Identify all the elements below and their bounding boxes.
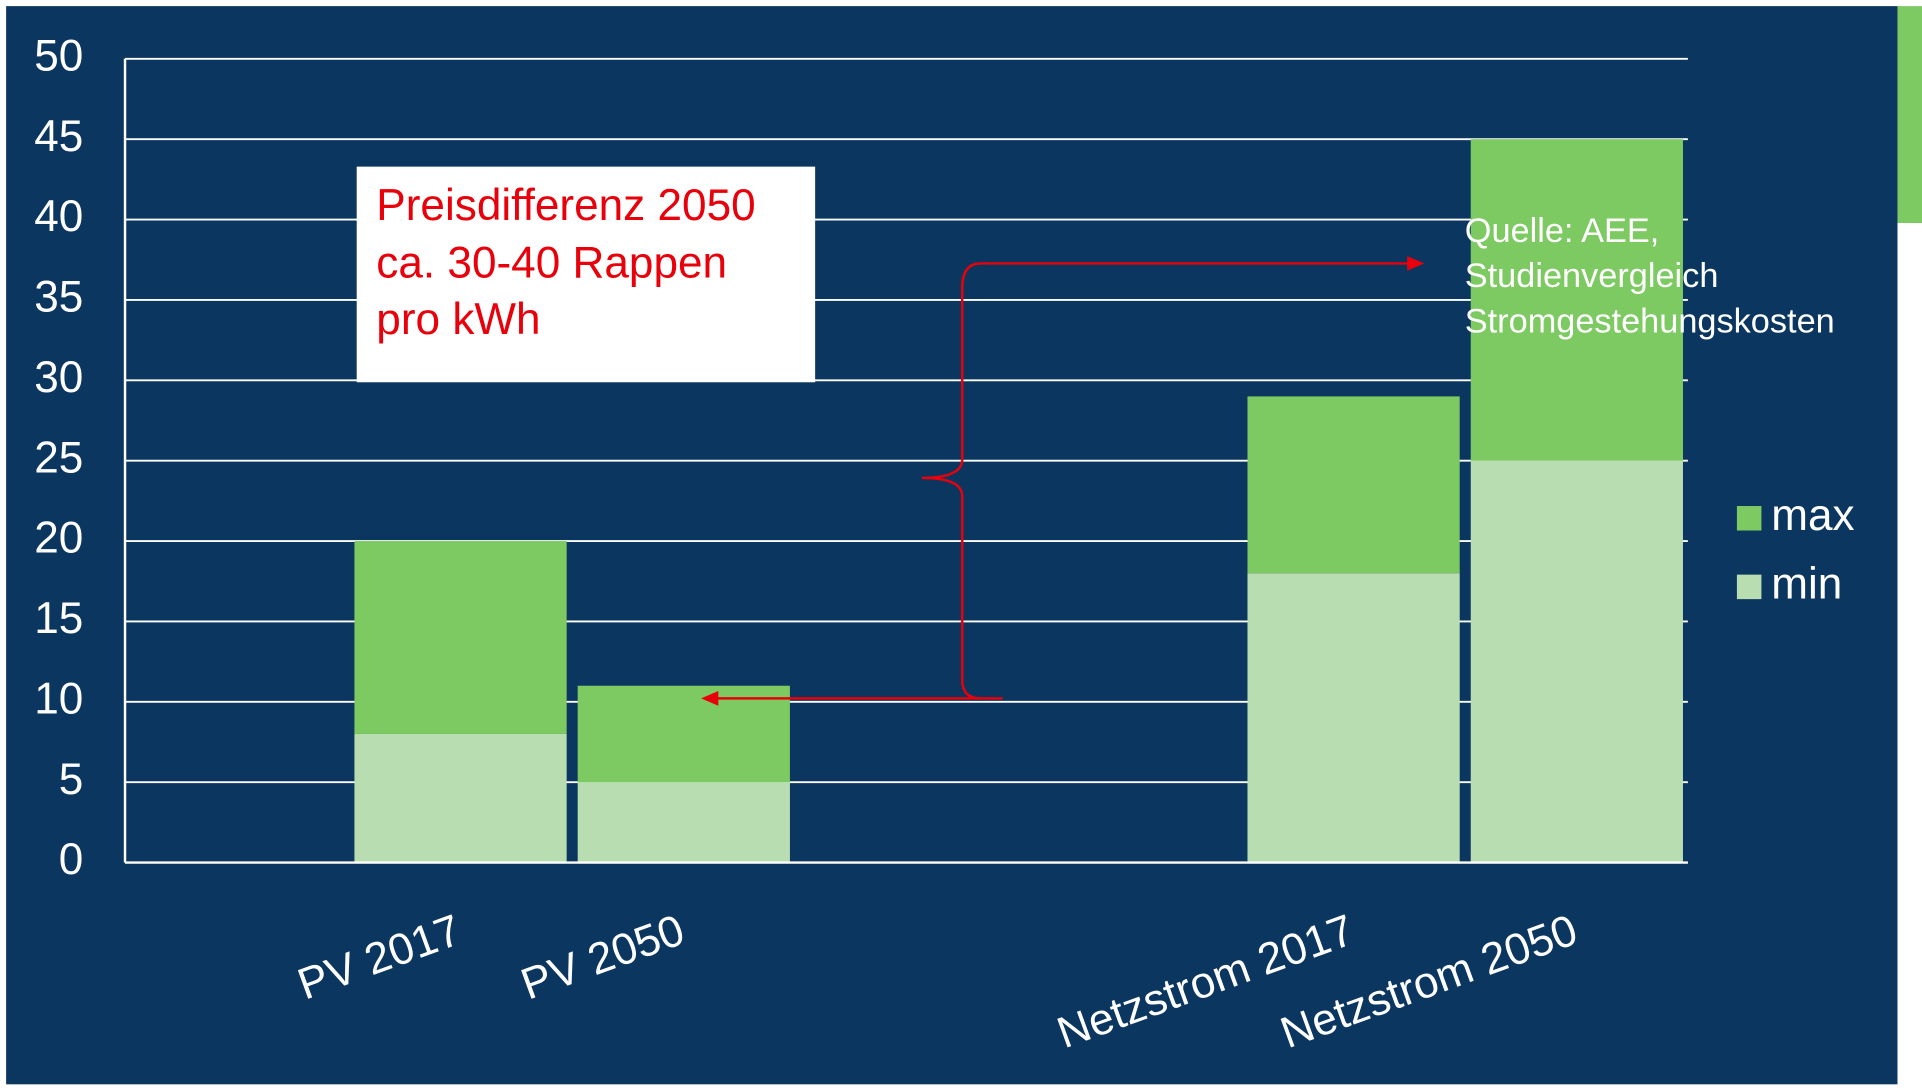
brace — [713, 262, 1410, 700]
bar-segment — [354, 733, 567, 863]
legend-swatch — [1736, 574, 1762, 600]
legend-label: min — [1771, 560, 1842, 609]
legend-label: max — [1771, 491, 1854, 540]
bar-segment — [1470, 139, 1683, 461]
y-tick-label: 45 — [34, 112, 83, 161]
y-tick-label: 20 — [34, 514, 83, 563]
arrow-head — [701, 691, 719, 706]
source-line: Studienvergleich — [1465, 257, 1719, 295]
y-tick-label: 40 — [34, 192, 83, 241]
y-tick-label: 0 — [59, 835, 84, 884]
bar-segment — [1247, 573, 1460, 863]
y-tick-label: 35 — [34, 273, 83, 322]
y-tick-label: 25 — [34, 433, 83, 482]
bar-segment — [354, 541, 567, 734]
y-tick-label: 5 — [59, 755, 84, 804]
arrow-head — [1407, 256, 1425, 271]
source-line: Quelle: AEE, — [1465, 212, 1660, 250]
bar-segment — [1247, 396, 1460, 574]
source-line: Stromgestehungskosten — [1465, 303, 1835, 341]
note-line: Preisdifferenz 2050 — [376, 181, 755, 230]
brace-path — [921, 262, 1410, 700]
bar-segment — [577, 685, 790, 783]
y-tick-label: 50 — [34, 31, 83, 80]
bar-segment — [577, 782, 790, 863]
side-accent — [1897, 6, 1922, 223]
note-line: ca. 30-40 Rappen — [376, 239, 727, 288]
legend-swatch — [1736, 506, 1762, 531]
y-tick-label: 15 — [34, 594, 83, 643]
bar-segment — [1470, 460, 1683, 863]
y-tick-label: 30 — [34, 353, 83, 402]
note-box — [356, 166, 816, 383]
y-tick-label: 10 — [34, 674, 83, 723]
note-line: pro kWh — [376, 295, 540, 344]
